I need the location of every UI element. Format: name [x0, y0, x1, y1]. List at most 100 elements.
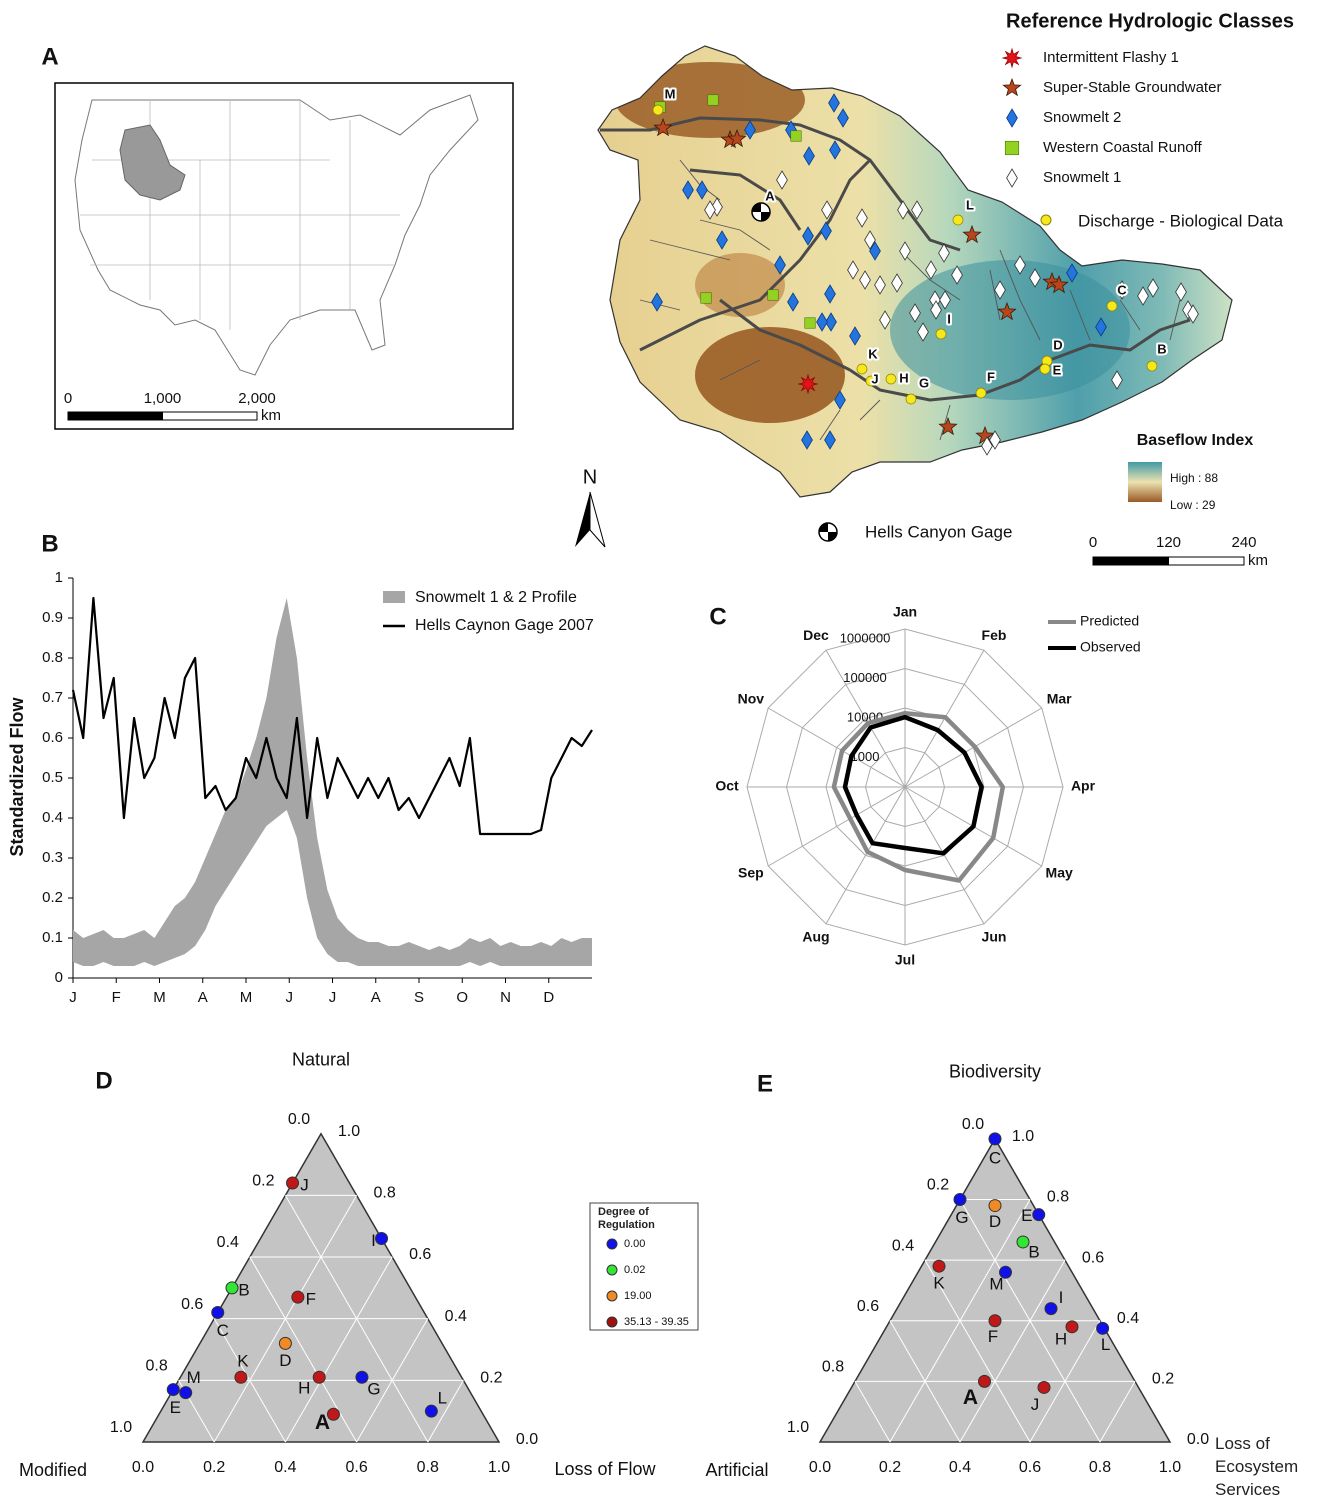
- y-tick-label: 0.9: [42, 609, 63, 626]
- point-label: A: [315, 1411, 330, 1434]
- point-label: L: [438, 1389, 447, 1408]
- point-label: C: [989, 1148, 1001, 1167]
- legend-label: Snowmelt 1: [1043, 169, 1121, 186]
- y-tick-label: 0.6: [42, 729, 63, 746]
- left-tick-label: 0.6: [857, 1298, 879, 1315]
- site-marker: [708, 95, 719, 106]
- left-tick-label: 0.0: [962, 1116, 984, 1133]
- scale-segment: [1093, 557, 1169, 565]
- discharge-site: [1107, 301, 1117, 311]
- x-tick-label: O: [456, 989, 468, 1006]
- right-tick-label: 0.4: [445, 1308, 467, 1325]
- ternary-point: [989, 1200, 1001, 1212]
- right-tick-label: 0.4: [1117, 1310, 1139, 1327]
- ring-label: 100000: [843, 670, 886, 685]
- axis-label: Modified: [19, 1460, 87, 1480]
- axis-label: Loss of Ecosystem Services: [1215, 1432, 1325, 1501]
- legend-label: 19.00: [624, 1290, 652, 1302]
- us-map: [55, 83, 513, 429]
- point-label: I: [371, 1231, 376, 1250]
- scale-segment: [1169, 557, 1245, 565]
- right-tick-label: 0.2: [480, 1370, 502, 1387]
- left-tick-label: 0.8: [145, 1358, 167, 1375]
- panel-label: E: [757, 1070, 773, 1097]
- x-tick-label: J: [329, 989, 337, 1006]
- bottom-tick-label: 0.8: [417, 1459, 439, 1476]
- left-tick-label: 0.2: [252, 1173, 274, 1190]
- site-label: L: [966, 197, 974, 212]
- figure: A B C D E F G H I J K L M Degree of Regulation Loss …: [0, 0, 1327, 1504]
- right-tick-label: 0.2: [1152, 1371, 1174, 1388]
- axis-label: Biodiversity: [949, 1062, 1041, 1082]
- y-tick-label: 0.8: [42, 649, 63, 666]
- site-label: M: [665, 86, 676, 101]
- ternary-point: [954, 1194, 966, 1206]
- left-tick-label: 1.0: [110, 1419, 132, 1436]
- point-label: J: [300, 1176, 309, 1195]
- site-label: F: [987, 369, 995, 384]
- category-label: Sep: [738, 865, 764, 881]
- scale-label: 1,000: [144, 390, 182, 407]
- bottom-tick-label: 0.0: [809, 1459, 831, 1476]
- point-label: B: [1028, 1242, 1039, 1261]
- y-tick-label: 0.4: [42, 809, 63, 826]
- site-marker: [1005, 141, 1019, 155]
- right-tick-label: 0.8: [373, 1185, 395, 1202]
- right-tick-label: 1.0: [338, 1123, 360, 1140]
- category-label: Jun: [982, 928, 1007, 944]
- ternary-point: [292, 1291, 304, 1303]
- panel-label: C: [709, 603, 726, 630]
- scale-label: 120: [1156, 534, 1181, 551]
- category-label: Jul: [895, 952, 915, 968]
- y-tick-label: 0.7: [42, 689, 63, 706]
- site-marker: [1003, 49, 1021, 67]
- ternary-point: [933, 1260, 945, 1272]
- ternary-point: [425, 1405, 437, 1417]
- site-marker: [1007, 169, 1018, 187]
- legend-label: Discharge - Biological Data: [1078, 211, 1284, 230]
- panel-label: A: [41, 43, 58, 70]
- legend-dot: [607, 1265, 617, 1275]
- baseflow-swatch: [1128, 462, 1162, 502]
- ternary-point: [376, 1233, 388, 1245]
- y-tick-label: 0: [55, 969, 63, 986]
- right-tick-label: 0.0: [516, 1431, 538, 1448]
- legend-label: Low : 29: [1170, 498, 1216, 512]
- axis-label: Natural: [292, 1049, 350, 1069]
- category-label: Oct: [715, 778, 739, 794]
- point-label: D: [279, 1351, 291, 1370]
- ternary-point: [226, 1282, 238, 1294]
- site-label: D: [1053, 337, 1062, 352]
- right-tick-label: 0.6: [409, 1246, 431, 1263]
- scale-label: 240: [1231, 534, 1256, 551]
- bottom-tick-label: 0.4: [949, 1459, 971, 1476]
- point-label: M: [187, 1368, 201, 1387]
- legend-title: Reference Hydrologic Classes: [1006, 10, 1294, 32]
- category-label: Aug: [802, 928, 829, 944]
- left-tick-label: 0.0: [288, 1111, 310, 1128]
- panel-label: B: [41, 530, 58, 557]
- bottom-tick-label: 1.0: [488, 1459, 510, 1476]
- point-label: A: [963, 1386, 978, 1409]
- legend-label: Super-Stable Groundwater: [1043, 79, 1221, 96]
- ternary-point: [313, 1371, 325, 1383]
- discharge-site: [857, 364, 867, 374]
- site-marker: [701, 293, 712, 304]
- point-label: K: [933, 1274, 945, 1293]
- site-label: A: [765, 188, 775, 203]
- x-tick-label: M: [240, 989, 253, 1006]
- site-label: C: [1117, 282, 1127, 297]
- point-label: G: [955, 1208, 968, 1227]
- site-label: H: [899, 370, 908, 385]
- left-tick-label: 0.2: [927, 1177, 949, 1194]
- right-tick-label: 0.8: [1047, 1189, 1069, 1206]
- discharge-site: [1147, 361, 1157, 371]
- discharge-site: [936, 329, 946, 339]
- legend-label: Snowmelt 2: [1043, 109, 1121, 126]
- site-label: B: [1157, 341, 1166, 356]
- axis-label: Loss of Flow: [554, 1459, 656, 1479]
- legend-title-box: Degree of Regulation: [598, 1206, 693, 1238]
- x-tick-label: J: [69, 989, 77, 1006]
- x-tick-label: F: [112, 989, 121, 1006]
- legend-label: Intermittent Flashy 1: [1043, 49, 1179, 66]
